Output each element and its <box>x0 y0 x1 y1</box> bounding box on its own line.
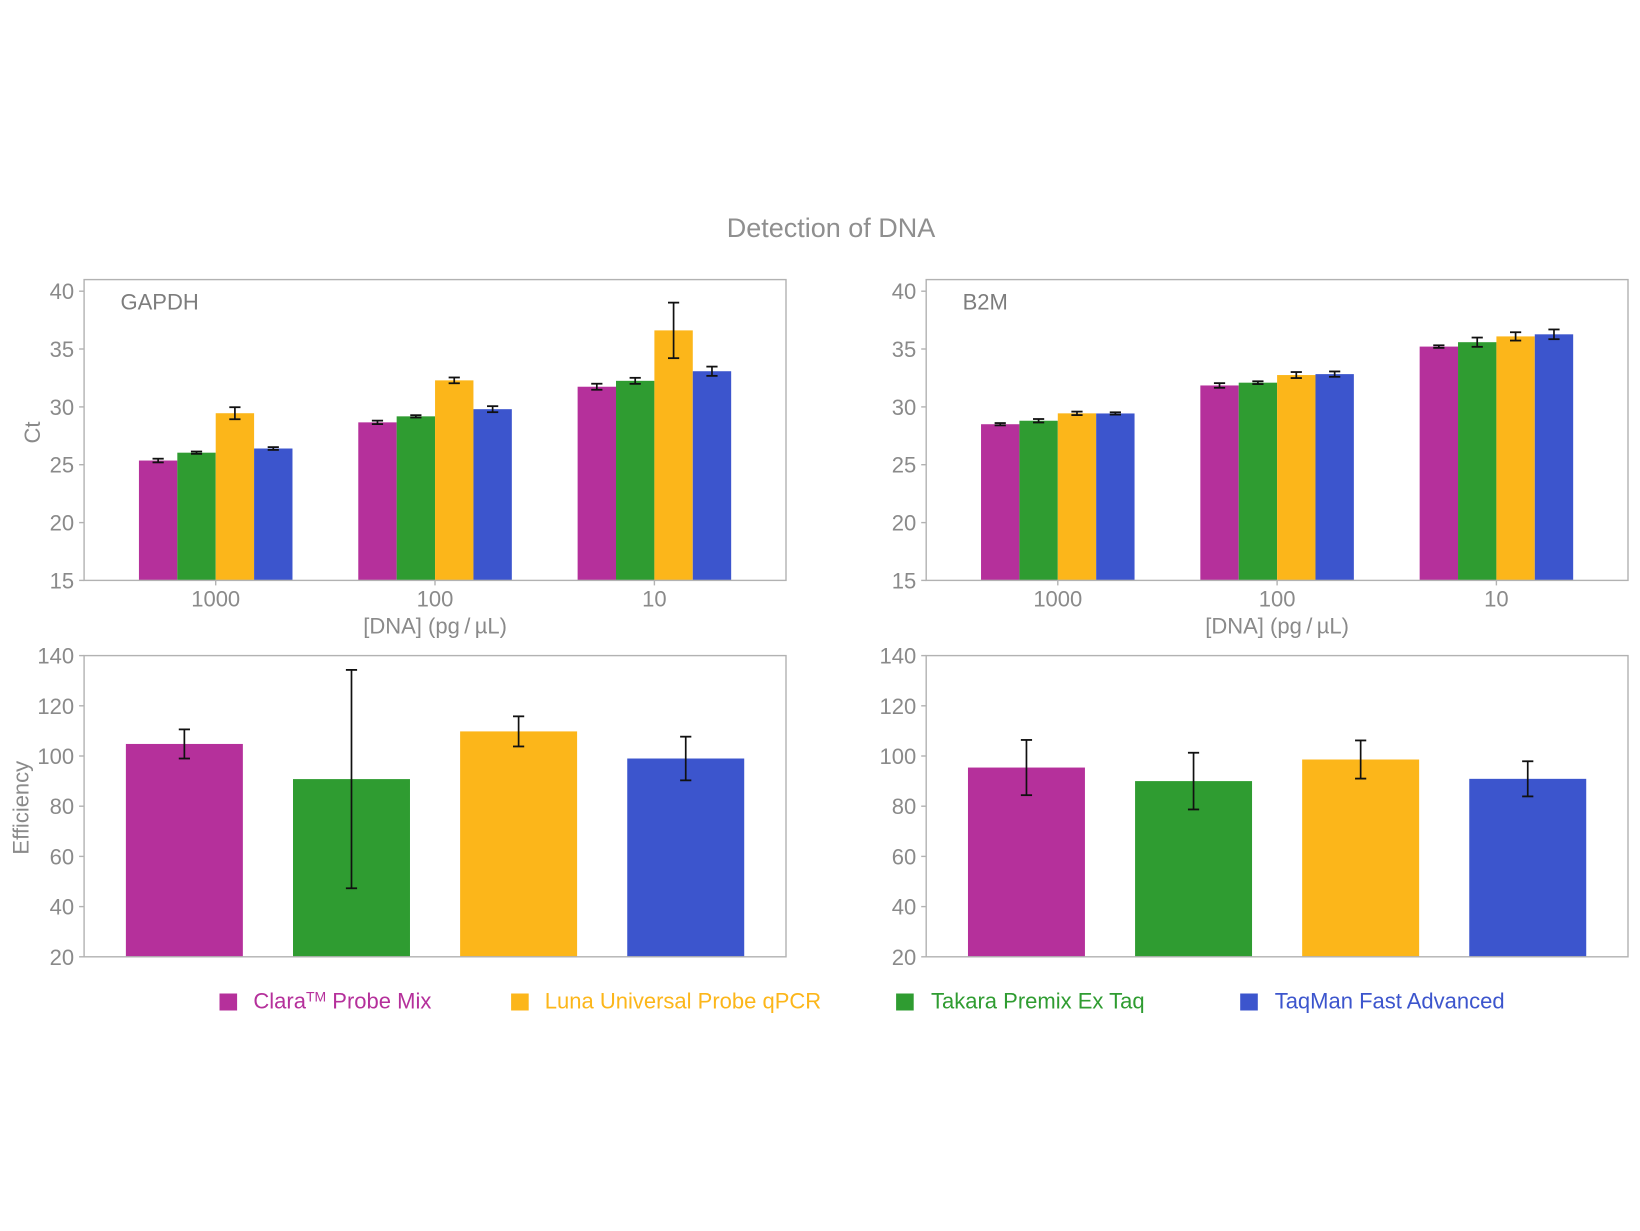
svg-text:15: 15 <box>892 568 916 593</box>
svg-text:Ct: Ct <box>20 422 45 444</box>
svg-text:100: 100 <box>37 744 74 769</box>
svg-text:B2M: B2M <box>963 290 1008 315</box>
svg-text:20: 20 <box>50 511 74 536</box>
svg-text:120: 120 <box>879 694 916 719</box>
svg-text:TaqMan Fast Advanced: TaqMan Fast Advanced <box>1275 989 1505 1014</box>
svg-text:25: 25 <box>50 453 74 478</box>
svg-text:1000: 1000 <box>191 587 240 612</box>
svg-text:10: 10 <box>1484 587 1508 612</box>
svg-text:35: 35 <box>50 337 74 362</box>
svg-text:30: 30 <box>892 395 916 420</box>
svg-text:ClaraTM Probe Mix: ClaraTM Probe Mix <box>253 989 431 1014</box>
svg-text:140: 140 <box>37 644 74 669</box>
svg-text:GAPDH: GAPDH <box>121 290 199 315</box>
svg-text:Detection of DNA: Detection of DNA <box>727 213 936 243</box>
svg-text:35: 35 <box>892 337 916 362</box>
svg-text:100: 100 <box>879 744 916 769</box>
svg-text:80: 80 <box>50 794 74 819</box>
svg-text:10: 10 <box>642 587 666 612</box>
svg-text:120: 120 <box>37 694 74 719</box>
svg-text:60: 60 <box>892 844 916 869</box>
svg-text:140: 140 <box>879 644 916 669</box>
svg-text:15: 15 <box>50 568 74 593</box>
svg-text:100: 100 <box>417 587 454 612</box>
svg-text:Takara Premix Ex Taq: Takara Premix Ex Taq <box>931 989 1145 1014</box>
svg-text:20: 20 <box>50 945 74 970</box>
svg-text:Luna Universal Probe qPCR: Luna Universal Probe qPCR <box>545 989 821 1014</box>
svg-text:1000: 1000 <box>1033 587 1082 612</box>
svg-text:Efficiency: Efficiency <box>9 761 34 855</box>
svg-text:20: 20 <box>892 945 916 970</box>
svg-text:[DNA] (pg / µL): [DNA] (pg / µL) <box>363 614 507 639</box>
svg-text:60: 60 <box>50 844 74 869</box>
svg-text:30: 30 <box>50 395 74 420</box>
svg-text:25: 25 <box>892 453 916 478</box>
svg-text:40: 40 <box>50 895 74 920</box>
svg-text:20: 20 <box>892 511 916 536</box>
svg-text:80: 80 <box>892 794 916 819</box>
svg-text:40: 40 <box>50 279 74 304</box>
svg-text:[DNA] (pg / µL): [DNA] (pg / µL) <box>1205 614 1349 639</box>
svg-text:40: 40 <box>892 895 916 920</box>
svg-text:100: 100 <box>1259 587 1296 612</box>
svg-text:40: 40 <box>892 279 916 304</box>
